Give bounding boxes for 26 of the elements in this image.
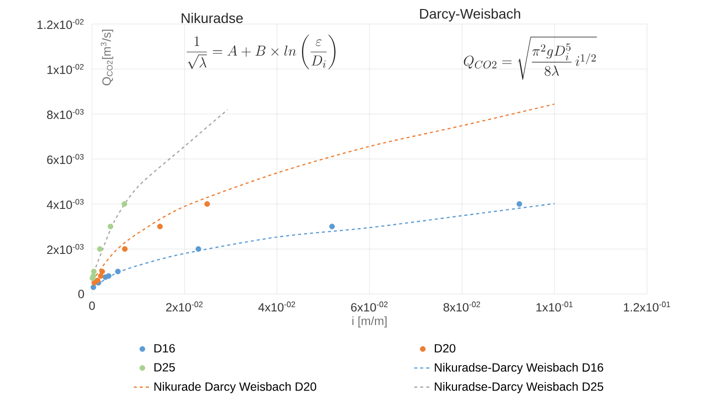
annotation: $Q_{CO2} = \sqrt{\frac{\pi^2 g D_i^5}{8\lambda}\, i^{1/2}}$	[464, 36, 597, 80]
y-tick-label: 1x10$^{-02}$	[47, 64, 84, 74]
y-tick-label: 6x10$^{-03}$	[47, 154, 84, 164]
x-tick-label: 1.2x10$^{-01}$	[624, 302, 670, 312]
legend-label: D20	[434, 344, 456, 353]
text: Nikuradse	[182, 12, 243, 24]
legend-label: D16	[154, 344, 175, 353]
x-tick-label: 0	[89, 302, 95, 310]
y-tick-label: 0	[78, 290, 84, 298]
x-tick-label: 6x10$^{-02}$	[351, 302, 388, 312]
y-tick-label: 2x10$^{-03}$	[47, 244, 84, 254]
x-tick-label: 2x10$^{-02}$	[166, 302, 203, 312]
legend-label: Nikuradse-Darcy Weisbach D25	[434, 382, 604, 394]
x-tick-label: 4x10$^{-02}$	[258, 302, 296, 312]
legend-label: D25	[154, 363, 175, 372]
text: Darcy-Weisbach	[420, 8, 520, 22]
annotation: $\frac{1}{\sqrt{\lambda}} = A + B \times ln\left(\frac{\varepsilon}{D_i}\right)$	[186, 34, 336, 70]
y-tick-label: 8x10$^{-03}$	[47, 108, 84, 119]
x-tick-label: 8x10$^{-02}$	[444, 302, 480, 312]
legend-label: Nikuradse-Darcy Weisbach D16	[434, 362, 604, 374]
x-axis-title: i [m/m]	[352, 316, 387, 328]
y-tick-label: 4x10$^{-03}$	[46, 198, 84, 209]
y-tick-label: 1.2x10$^{-02}$	[37, 18, 84, 29]
legend-label: Nikurade Darcy Weisbach D20	[154, 382, 316, 394]
x-tick-label: 1x10$^{-01}$	[536, 302, 573, 312]
y-axis-title: Q$_{CO2}$[m$^{3}$/s]	[100, 30, 114, 86]
